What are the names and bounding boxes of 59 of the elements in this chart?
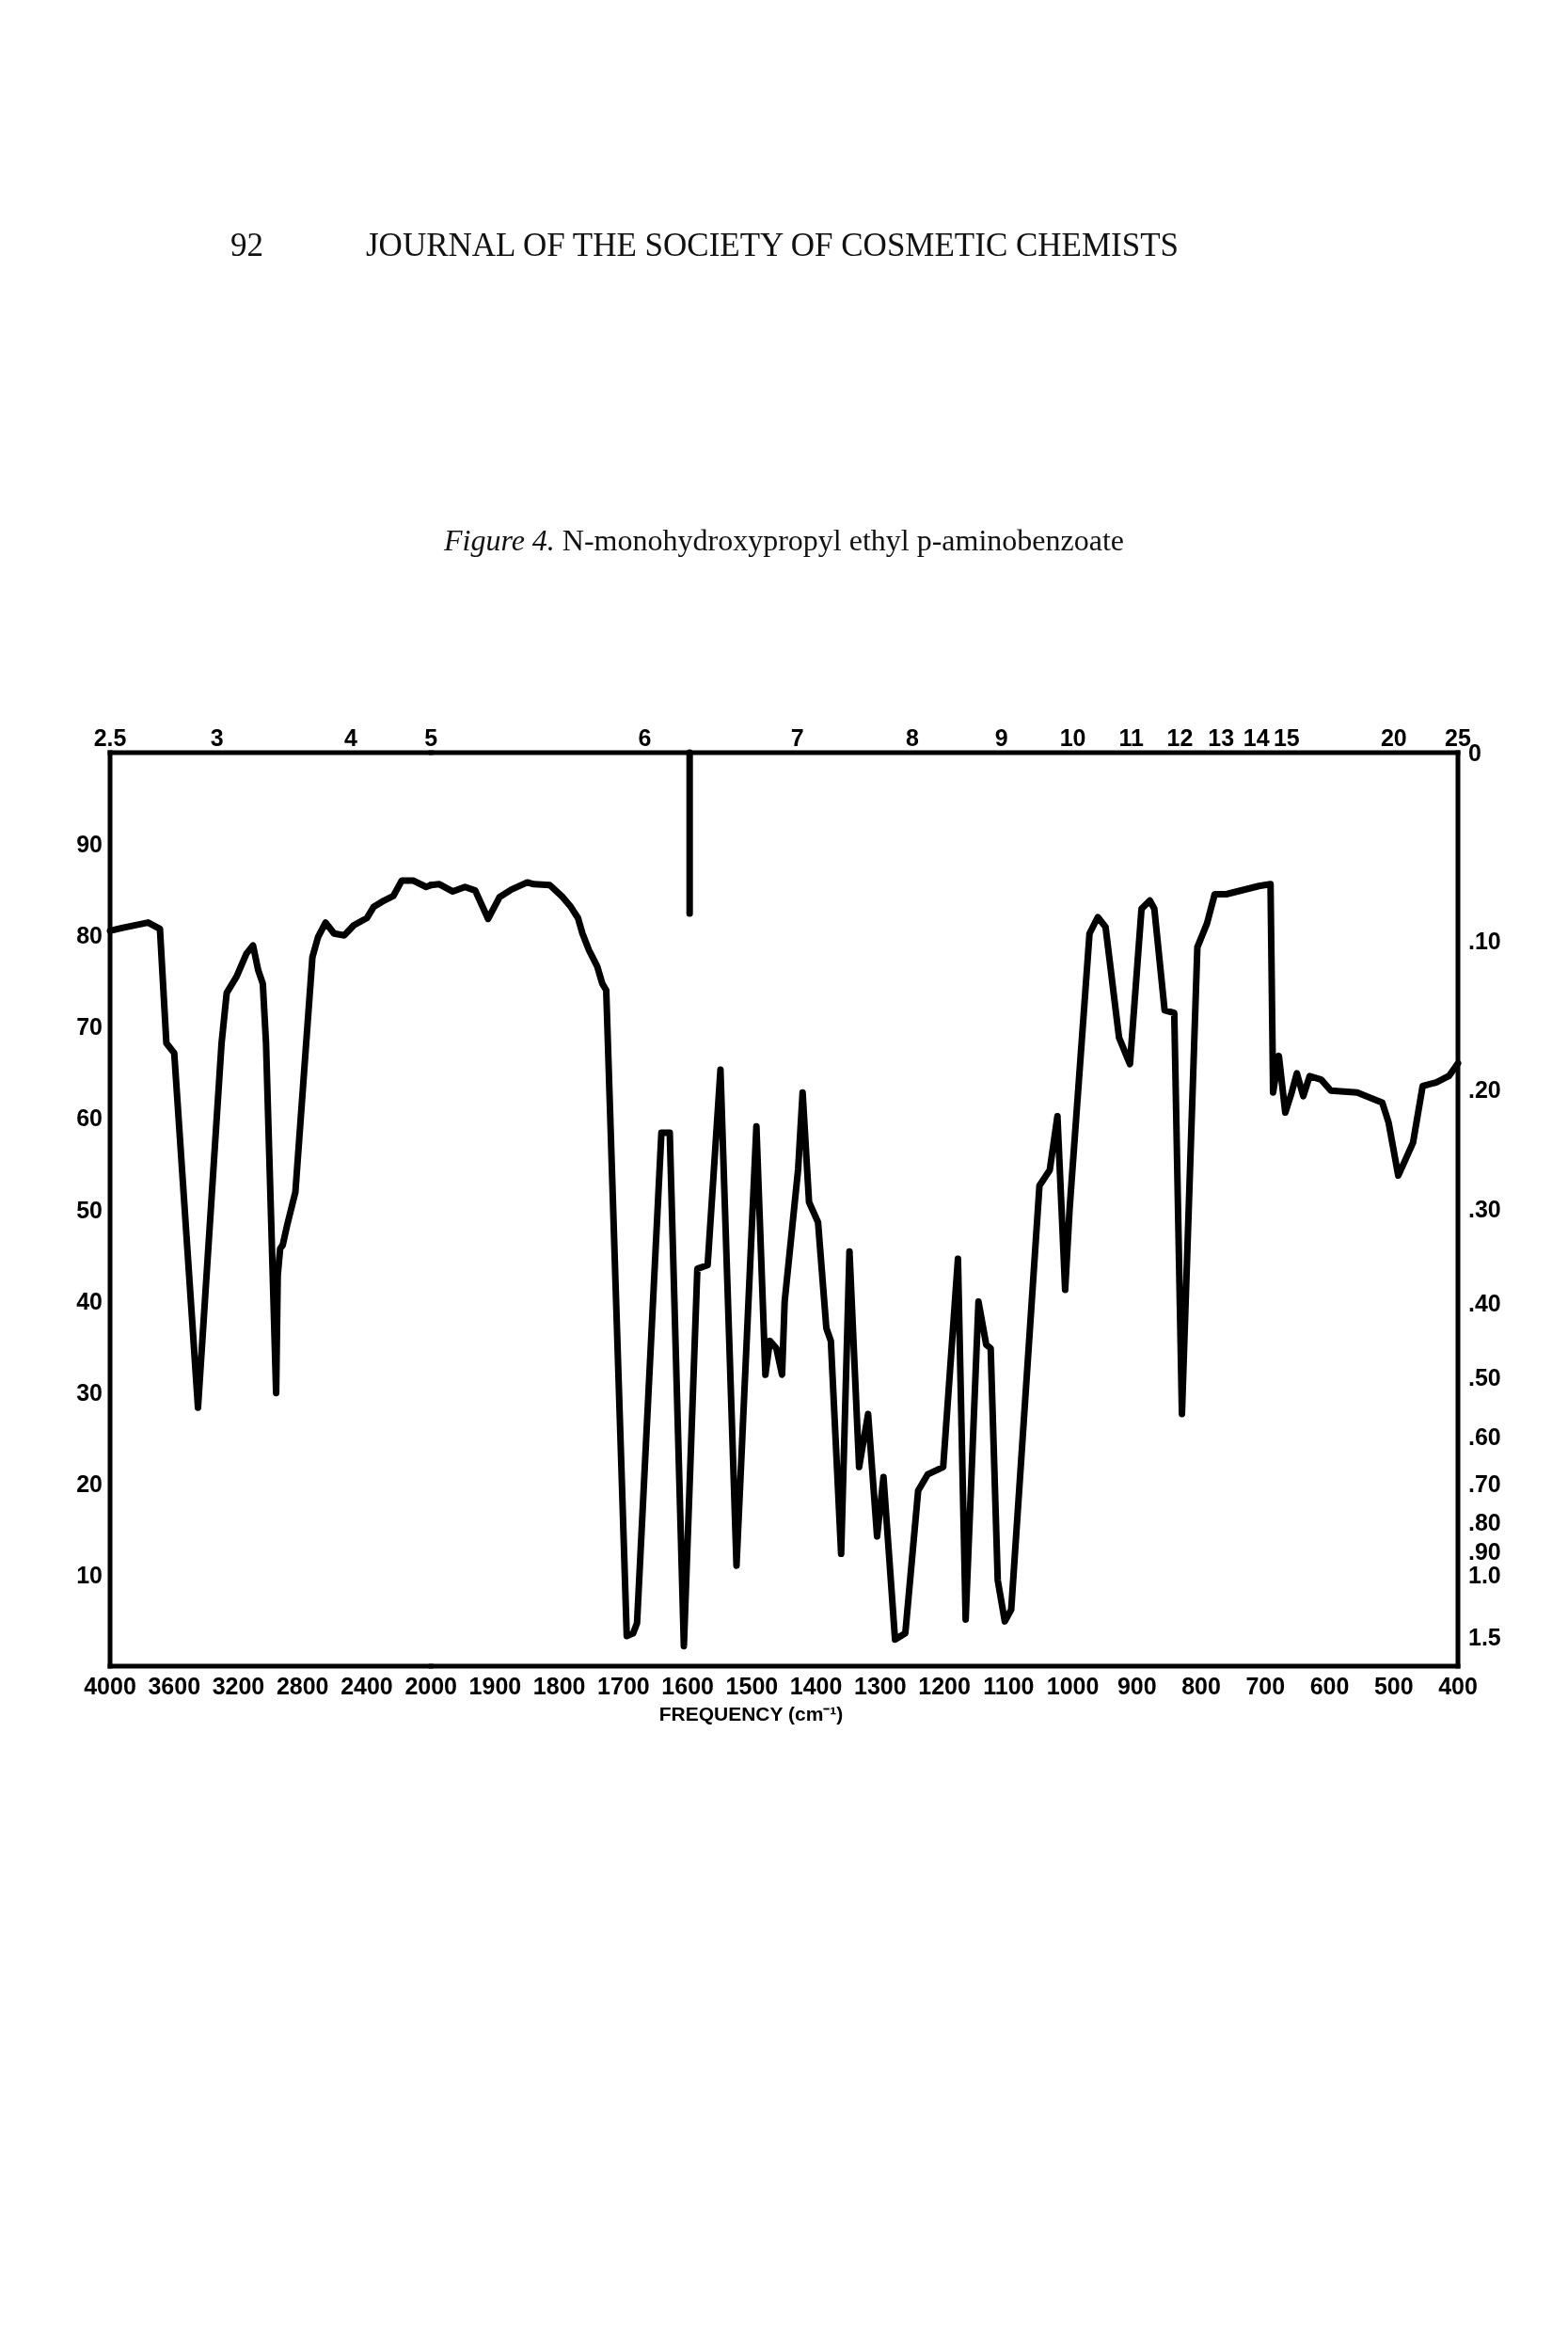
text: 13 (1208, 724, 1235, 751)
text: 6 (638, 724, 652, 751)
x-tick-label: 500 (1373, 1673, 1414, 1699)
text: .40 (1468, 1289, 1501, 1316)
y-tick-label: 90 (76, 831, 103, 858)
text: 7 (790, 724, 804, 751)
x-tick-label: 1300 (854, 1673, 907, 1699)
y-tick-label: 60 (76, 1104, 103, 1132)
text: 3 (210, 724, 224, 751)
x-tick-label: 2800 (276, 1673, 329, 1699)
x-tick-label: 700 (1245, 1673, 1286, 1699)
text: 8 (906, 724, 920, 751)
text: .10 (1468, 928, 1501, 954)
x-tick-label: 1500 (725, 1673, 779, 1699)
text: 92 (230, 227, 263, 263)
y-tick-label: 40 (76, 1287, 103, 1314)
x-tick-label: 600 (1309, 1673, 1350, 1699)
x-tick-label: 2400 (341, 1673, 393, 1699)
x-tick-label: 800 (1181, 1673, 1221, 1699)
text: 5 (424, 724, 438, 751)
x-tick-label: 1700 (597, 1673, 650, 1699)
y-tick-label: 80 (76, 922, 103, 949)
text: 9 (994, 724, 1008, 751)
y-tick-label: 30 (76, 1378, 103, 1406)
y-tick-label: 10 (76, 1561, 103, 1588)
text: .70 (1468, 1470, 1501, 1497)
x-tick-label: 2000 (404, 1673, 458, 1699)
text: 12 (1166, 724, 1194, 751)
x-tick-label: 1400 (789, 1673, 843, 1699)
y-tick-label: 50 (76, 1196, 103, 1223)
x-tick-label: 1600 (661, 1673, 714, 1699)
text: .50 (1468, 1364, 1501, 1391)
text: 20 (1380, 724, 1407, 751)
text: 15 (1273, 724, 1300, 751)
x-tick-label: 1900 (468, 1673, 522, 1699)
y-tick-label: 70 (76, 1013, 103, 1041)
x-tick-label: 4000 (84, 1673, 136, 1699)
text: 14 (1243, 724, 1270, 751)
x-tick-label: 1200 (918, 1673, 971, 1699)
x-tick-label: 1800 (532, 1673, 586, 1699)
x-tick-label: 3600 (148, 1673, 201, 1699)
text: 11 (1118, 724, 1145, 751)
x-axis-title: FREQUENCY (cm⁻¹) (658, 1703, 844, 1724)
text: 10 (1059, 724, 1086, 751)
x-tick-label: 1100 (983, 1673, 1035, 1699)
text: .80 (1468, 1508, 1501, 1535)
y-tick-label: 20 (76, 1470, 103, 1497)
text: 1.5 (1468, 1623, 1501, 1650)
x-tick-label: 1000 (1046, 1673, 1100, 1699)
x-tick-label: 3200 (212, 1673, 265, 1699)
x-tick-label: 400 (1438, 1673, 1478, 1699)
text: 2.5 (93, 724, 127, 751)
text: .60 (1468, 1423, 1501, 1451)
text: .30 (1468, 1195, 1501, 1222)
x-tick-label: 900 (1117, 1673, 1157, 1699)
text: JOURNAL OF THE SOCIETY OF COSMETIC CHEMISTS (366, 227, 1180, 263)
text: 4 (343, 724, 357, 751)
text: .20 (1468, 1076, 1501, 1104)
chart-title: Figure 4. N-monohydroxypropyl ethyl p-aminobenzoate (442, 523, 1125, 557)
